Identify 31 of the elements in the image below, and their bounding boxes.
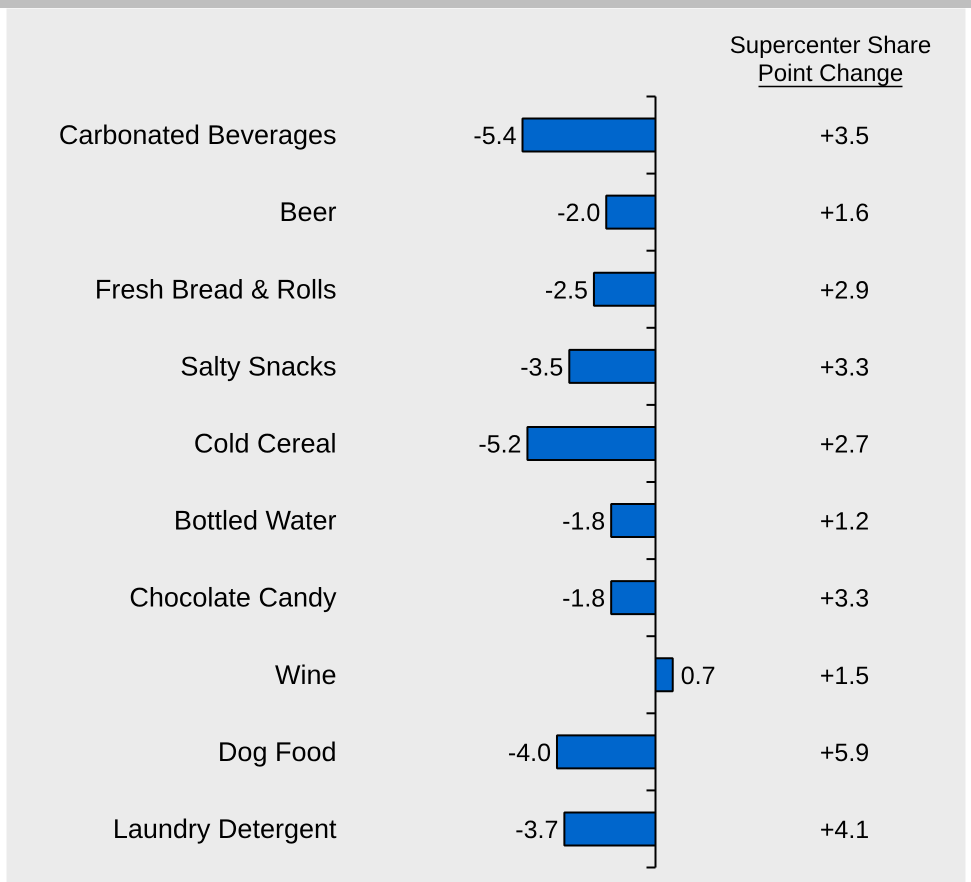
y-tick-label: Bottled Water <box>174 506 337 536</box>
y-tick-label: Laundry Detergent <box>112 814 337 844</box>
text: +2.9 <box>820 276 870 304</box>
data-label: -2.5 <box>544 276 588 304</box>
y-tick-label: Dog Food <box>218 736 337 767</box>
y-tick-label: Carbonated Beverages <box>58 120 336 150</box>
text: +1.5 <box>820 662 870 690</box>
y-tick-label: Salty Snacks <box>180 351 337 382</box>
text: +5.9 <box>820 738 870 767</box>
text: Supercenter Share Point Change <box>730 32 932 87</box>
text: +3.3 <box>820 584 870 613</box>
text: +3.5 <box>820 122 870 150</box>
data-label: 0.7 <box>680 662 716 690</box>
data-label: -4.0 <box>508 738 551 767</box>
text: +3.3 <box>820 353 870 382</box>
text: +1.6 <box>820 199 870 228</box>
text: +1.2 <box>820 508 870 536</box>
data-label: -5.2 <box>478 430 522 458</box>
text: +4.1 <box>820 816 870 844</box>
data-label: -3.5 <box>520 353 564 382</box>
data-label: -1.8 <box>562 508 606 536</box>
y-tick-label: Chocolate Candy <box>129 582 337 613</box>
y-tick-label: Wine <box>274 660 336 690</box>
data-label: -3.7 <box>515 816 558 844</box>
data-label: -1.8 <box>562 584 606 613</box>
y-tick-label: Fresh Bread & Rolls <box>94 274 337 304</box>
y-tick-label: Beer <box>279 197 337 228</box>
y-tick-label: Cold Cereal <box>194 428 337 458</box>
data-label: -2.0 <box>557 199 600 228</box>
data-label: -5.4 <box>473 122 517 150</box>
text: +2.7 <box>820 430 870 458</box>
